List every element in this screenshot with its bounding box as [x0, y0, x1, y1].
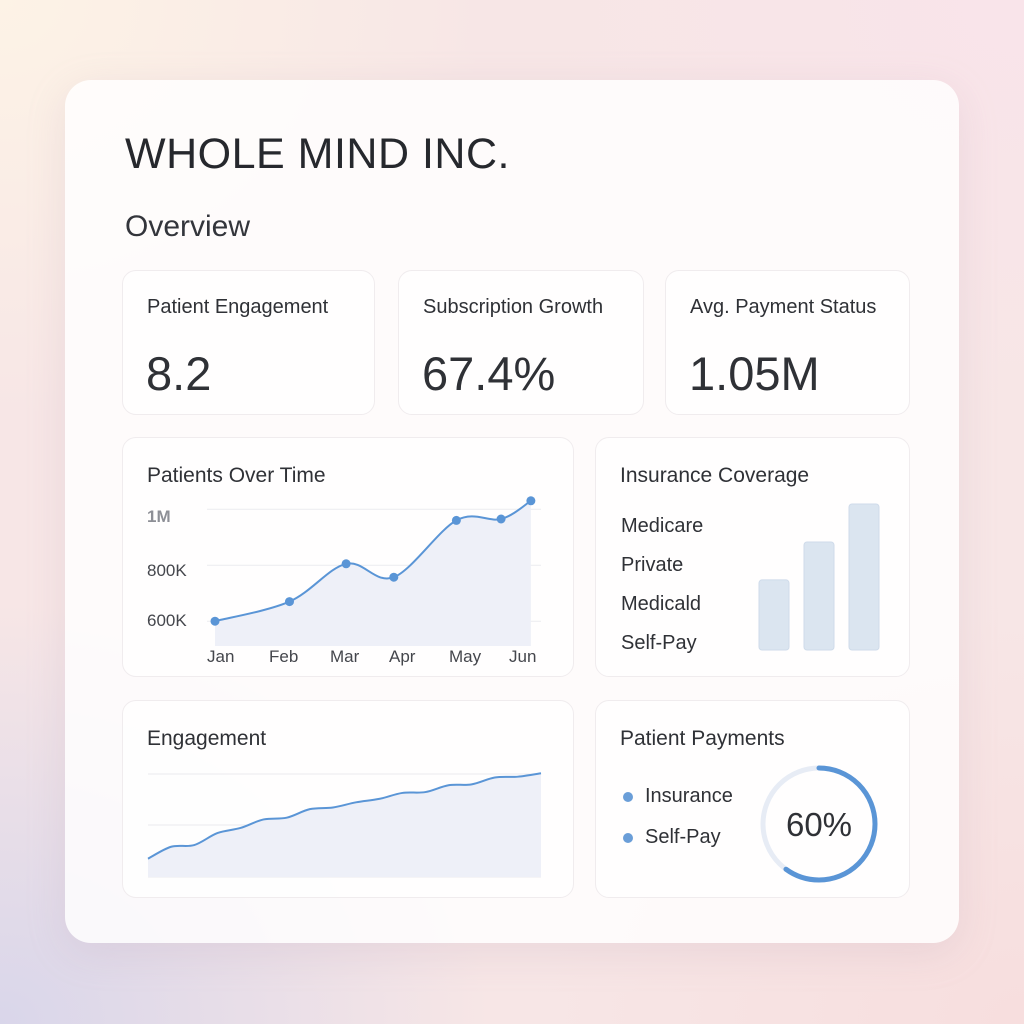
coverage-label-medicaid: Medicald: [621, 593, 702, 615]
kpi-label: Subscription Growth: [423, 296, 604, 318]
x-tick-label: Mar: [330, 647, 360, 666]
patients-area-fill: [215, 500, 531, 646]
patient-payments-title: Patient Payments: [620, 727, 785, 750]
x-tick-label: May: [449, 647, 482, 666]
legend-dot-self-pay: [623, 833, 633, 843]
coverage-label-self-pay: Self-Pay: [621, 632, 697, 654]
insurance-coverage-title: Insurance Coverage: [620, 464, 810, 487]
data-point[interactable]: [451, 515, 461, 525]
kpi-value: 8.2: [146, 347, 212, 400]
data-point[interactable]: [341, 559, 351, 569]
legend-dot-insurance: [623, 792, 633, 802]
patients-over-time-card[interactable]: Patients Over Time 1M 800K 600K Jan Feb …: [122, 437, 574, 677]
section-title: Overview: [125, 210, 251, 243]
data-point[interactable]: [210, 616, 220, 626]
dashboard-panel: WHOLE MIND INC. Overview Patient Engagem…: [65, 80, 959, 943]
y-tick-label: 800K: [147, 561, 187, 580]
payments-donut-chart: 60%: [760, 765, 878, 883]
kpi-label: Avg. Payment Status: [690, 296, 877, 318]
kpi-label: Patient Engagement: [147, 296, 329, 318]
y-tick-label: 1M: [147, 507, 171, 526]
engagement-chart: [147, 772, 542, 878]
insurance-coverage-card[interactable]: Insurance Coverage Medicare Private Medi…: [595, 437, 910, 677]
data-point[interactable]: [285, 597, 294, 607]
coverage-bar[interactable]: [758, 579, 790, 651]
engagement-area-fill: [148, 773, 541, 877]
patients-over-time-chart: 1M 800K 600K Jan Feb Mar Apr May Jun: [147, 496, 541, 666]
x-tick-label: Apr: [389, 647, 416, 666]
kpi-card-subscription-growth[interactable]: Subscription Growth 67.4%: [398, 270, 644, 415]
y-tick-label: 600K: [147, 611, 187, 630]
coverage-bar[interactable]: [803, 541, 835, 651]
donut-percent-label: 60%: [786, 806, 852, 843]
coverage-label-medicare: Medicare: [621, 515, 704, 537]
patient-payments-card[interactable]: Patient Payments Insurance Self-Pay 60%: [595, 700, 910, 898]
x-tick-label: Feb: [269, 647, 298, 666]
coverage-label-private: Private: [621, 554, 684, 576]
data-point[interactable]: [496, 514, 506, 524]
data-point[interactable]: [389, 572, 399, 582]
patients-over-time-title: Patients Over Time: [147, 464, 326, 487]
kpi-card-patient-engagement[interactable]: Patient Engagement 8.2: [122, 270, 375, 415]
engagement-line: [147, 772, 542, 860]
coverage-bar[interactable]: [848, 503, 880, 651]
legend-label-self-pay: Self-Pay: [645, 826, 721, 848]
kpi-value: 67.4%: [422, 347, 556, 400]
kpi-card-avg-payment-status[interactable]: Avg. Payment Status 1.05M: [665, 270, 910, 415]
brand-title: WHOLE MIND INC.: [125, 130, 510, 178]
x-tick-label: Jan: [207, 647, 234, 666]
x-tick-label: Jun: [509, 647, 536, 666]
insurance-coverage-chart: [758, 503, 880, 651]
data-point[interactable]: [526, 496, 536, 506]
engagement-title: Engagement: [147, 727, 267, 750]
donut-arc-insurance: [760, 765, 878, 883]
engagement-card[interactable]: Engagement: [122, 700, 574, 898]
legend-label-insurance: Insurance: [645, 785, 733, 807]
kpi-value: 1.05M: [689, 347, 820, 400]
